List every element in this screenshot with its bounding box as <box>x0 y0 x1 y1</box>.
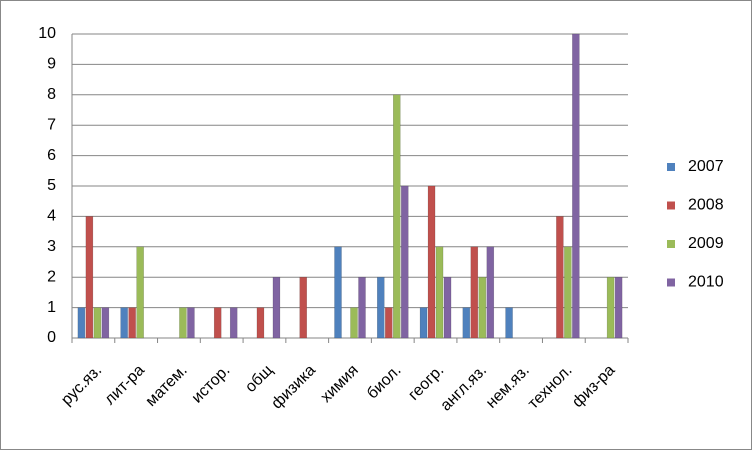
legend-label: 2007 <box>688 158 724 175</box>
y-tick-label: 8 <box>47 86 56 103</box>
bar <box>128 307 136 339</box>
legend-label: 2010 <box>688 274 724 291</box>
bar <box>470 246 479 339</box>
bar <box>120 307 128 339</box>
legend-label: 2009 <box>688 235 724 252</box>
bar <box>77 307 86 339</box>
y-tick-label: 2 <box>47 268 56 285</box>
bar <box>272 276 281 339</box>
y-tick-label: 0 <box>47 329 56 346</box>
bar <box>419 307 428 339</box>
y-tick-label: 3 <box>47 238 56 255</box>
bar <box>427 185 436 339</box>
bar <box>614 276 623 339</box>
bar <box>393 94 401 339</box>
legend-swatch <box>667 201 675 210</box>
bar <box>486 246 495 339</box>
bar <box>443 276 452 339</box>
y-tick-label: 5 <box>47 177 56 194</box>
bar <box>435 246 444 339</box>
bar <box>478 276 487 339</box>
legend-swatch <box>667 240 675 248</box>
bar <box>606 276 615 339</box>
y-tick-label: 6 <box>47 147 56 164</box>
bar <box>256 307 265 339</box>
legend-swatch <box>667 278 675 287</box>
bar <box>385 307 393 339</box>
bar <box>136 246 144 339</box>
bar <box>334 246 342 339</box>
legend-swatch <box>667 163 675 171</box>
y-tick-label: 7 <box>47 116 56 133</box>
y-tick-label: 9 <box>47 56 56 73</box>
bar <box>564 246 572 339</box>
bar <box>462 307 471 339</box>
legend-label: 2008 <box>688 197 724 214</box>
bar <box>358 276 366 339</box>
y-tick-label: 4 <box>47 208 56 225</box>
bar <box>299 276 307 339</box>
bar <box>401 185 409 339</box>
bar <box>556 216 564 339</box>
bar <box>377 276 385 339</box>
bar <box>101 307 110 339</box>
bar <box>179 307 187 339</box>
bar <box>213 307 222 339</box>
bar <box>505 307 513 339</box>
y-tick-label: 10 <box>38 25 56 42</box>
bar <box>350 307 358 339</box>
bar <box>187 307 195 339</box>
bar <box>572 33 580 339</box>
bar <box>85 216 94 339</box>
bar <box>93 307 102 339</box>
bar <box>229 307 238 339</box>
y-tick-label: 1 <box>47 299 56 316</box>
